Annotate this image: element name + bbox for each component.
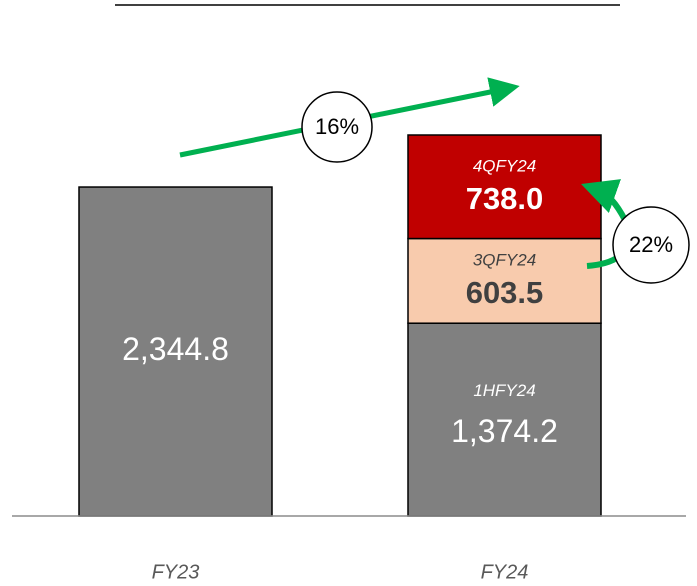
value-label: 2,344.8 (122, 331, 229, 367)
annotation: 22% (629, 232, 673, 257)
value-label: 603.5 (466, 275, 544, 310)
bars: 2,344.8 1HFY24 1,374.2 3QFY24 603.5 4QFY24 738… (78, 134, 602, 517)
segment-name: 1HFY24 (473, 381, 535, 400)
segment-name: 3QFY24 (473, 250, 536, 269)
x-tick-label: FY23 (152, 561, 200, 583)
annotation-circle (612, 206, 690, 284)
segment-name: 4QFY24 (473, 156, 536, 175)
bar-segment (407, 322, 602, 517)
annotation-circle (301, 91, 373, 163)
annotation: 16% (315, 114, 359, 139)
value-label: 1,374.2 (451, 413, 558, 449)
x-tick-label: FY24 (481, 561, 529, 583)
value-label: 738.0 (466, 181, 544, 216)
